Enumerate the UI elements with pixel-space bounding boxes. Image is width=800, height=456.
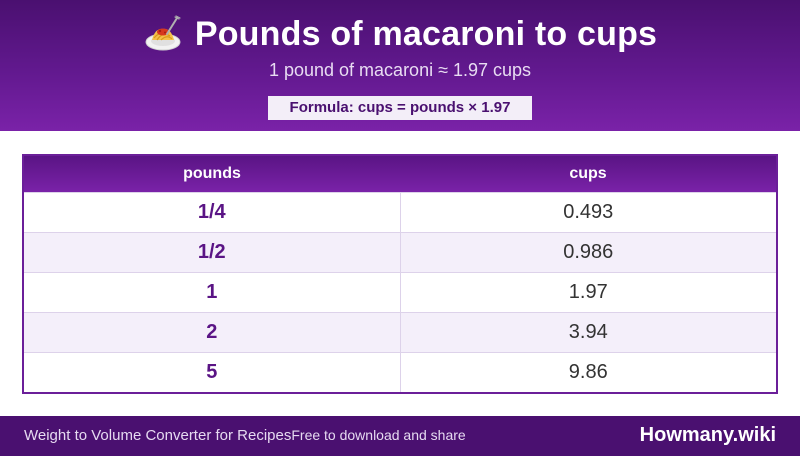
table-row: 2 3.94 [24,311,776,352]
table-header-row: pounds cups [24,156,776,192]
cups-cell: 0.986 [400,231,776,272]
pounds-cell: 5 [24,351,401,392]
conversion-table: pounds cups 1/4 0.493 1/2 0.986 1 1.97 2… [22,154,778,394]
pounds-cell: 1/4 [24,191,401,232]
cups-cell: 0.493 [400,191,776,232]
share-note: Free to download and share [291,427,466,443]
spaghetti-plate-icon [145,15,181,51]
table-row: 1 1.97 [24,271,776,312]
footer-tagline: Weight to Volume Converter for RecipesFr… [24,427,466,444]
title-row: Pounds of macaroni to cups [0,12,800,56]
table-row: 1/4 0.493 [24,191,776,232]
pounds-cell: 1 [24,271,401,312]
column-header-cups: cups [569,164,607,182]
cups-cell: 3.94 [400,311,776,352]
conversion-summary: 1 pound of macaroni ≈ 1.97 cups [268,60,532,80]
table-row: 5 9.86 [24,351,776,392]
footer-bar: Weight to Volume Converter for RecipesFr… [0,416,800,456]
cups-cell: 1.97 [400,271,776,312]
cups-cell: 9.86 [400,351,776,392]
formula-box: Formula: cups = pounds × 1.97 [268,96,532,120]
pounds-cell: 1/2 [24,231,401,272]
brand-link[interactable]: Howmany.wiki [639,424,776,446]
table-row: 1/2 0.986 [24,231,776,272]
header-banner: Pounds of macaroni to cups 1 pound of ma… [0,0,800,131]
page-title: Pounds of macaroni to cups [194,14,658,53]
column-header-pounds: pounds [183,164,241,182]
converter-name: Weight to Volume Converter for Recipes [24,427,292,444]
pounds-cell: 2 [24,311,401,352]
